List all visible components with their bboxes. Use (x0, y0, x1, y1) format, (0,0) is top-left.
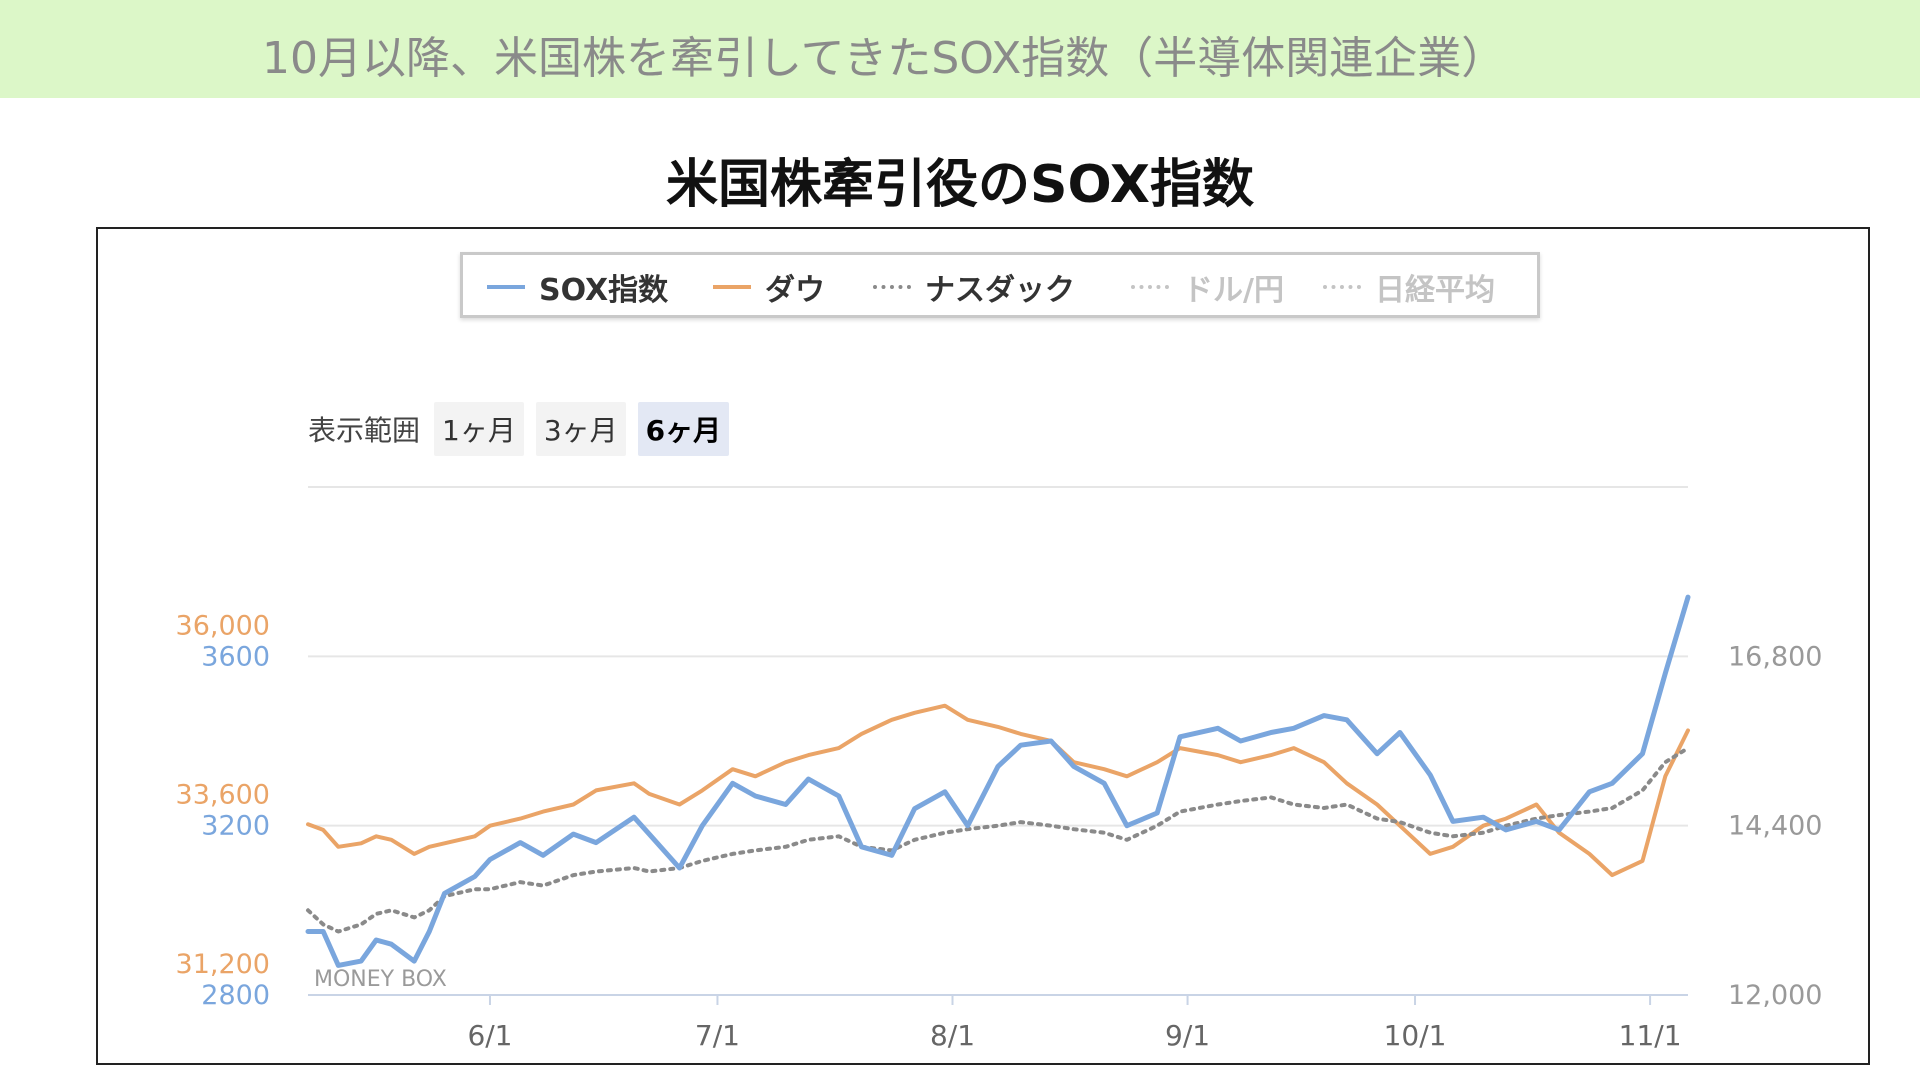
x-tick-label: 7/1 (695, 1019, 740, 1052)
range-button-3m[interactable]: 3ヶ月 (535, 402, 626, 456)
banner-text: 10月以降、米国株を牽引してきたSOX指数（半導体関連企業） (262, 33, 1506, 84)
legend-swatch-nasdaq (873, 285, 911, 289)
legend-label-nikkei: 日経平均 (1375, 273, 1495, 308)
legend-item-nasdaq[interactable]: ナスダック (873, 269, 1075, 308)
series-line-nasdaq (306, 746, 1690, 934)
range-selector: 表示範囲 1ヶ月 3ヶ月 6ヶ月 (308, 402, 741, 456)
chart-frame (96, 227, 1870, 1065)
header-banner: 10月以降、米国株を牽引してきたSOX指数（半導体関連企業） (0, 0, 1920, 98)
x-tick-label: 6/1 (467, 1019, 512, 1052)
range-button-6m[interactable]: 6ヶ月 (637, 402, 730, 456)
y-tick-label-nasdaq: 16,800 (1728, 641, 1822, 672)
series-line-sox (305, 594, 1691, 968)
x-tick-label: 11/1 (1619, 1019, 1682, 1052)
y-tick-label-sox: 3200 (201, 811, 270, 842)
legend-swatch-usdjpy (1131, 285, 1169, 289)
chart-legend: SOX指数 ダウ ナスダック ドル/円 日経平均 (460, 252, 1540, 318)
legend-swatch-dow (713, 285, 751, 289)
x-tick-label: 8/1 (930, 1019, 975, 1052)
y-tick-label-dow: 33,600 (176, 780, 270, 811)
watermark: MONEY BOX (314, 967, 447, 992)
legend-label-nasdaq: ナスダック (925, 273, 1075, 308)
chart-title: 米国株牽引役のSOX指数 (666, 155, 1254, 215)
y-tick-label-nasdaq: 14,400 (1728, 811, 1822, 842)
x-tick-label: 10/1 (1384, 1019, 1447, 1052)
y-tick-label-nasdaq: 12,000 (1728, 980, 1822, 1011)
series-line-dow (306, 703, 1690, 878)
x-tick-label: 9/1 (1165, 1019, 1210, 1052)
legend-item-sox[interactable]: SOX指数 (487, 269, 668, 308)
legend-item-dow[interactable]: ダウ (713, 269, 825, 308)
y-tick-label-dow: 31,200 (176, 949, 270, 980)
range-button-1m[interactable]: 1ヶ月 (434, 402, 524, 456)
legend-item-usdjpy[interactable]: ドル/円 (1131, 269, 1284, 308)
legend-swatch-sox (487, 285, 525, 289)
legend-label-usdjpy: ドル/円 (1183, 273, 1284, 308)
legend-swatch-nikkei (1323, 285, 1361, 289)
y-tick-label-sox: 3600 (201, 641, 270, 672)
legend-label-dow: ダウ (765, 273, 825, 308)
legend-item-nikkei[interactable]: 日経平均 (1323, 269, 1495, 308)
y-tick-label-dow: 36,000 (176, 610, 270, 641)
legend-label-sox: SOX指数 (539, 273, 669, 308)
y-tick-label-sox: 2800 (201, 980, 270, 1011)
range-label: 表示範囲 (308, 414, 421, 447)
